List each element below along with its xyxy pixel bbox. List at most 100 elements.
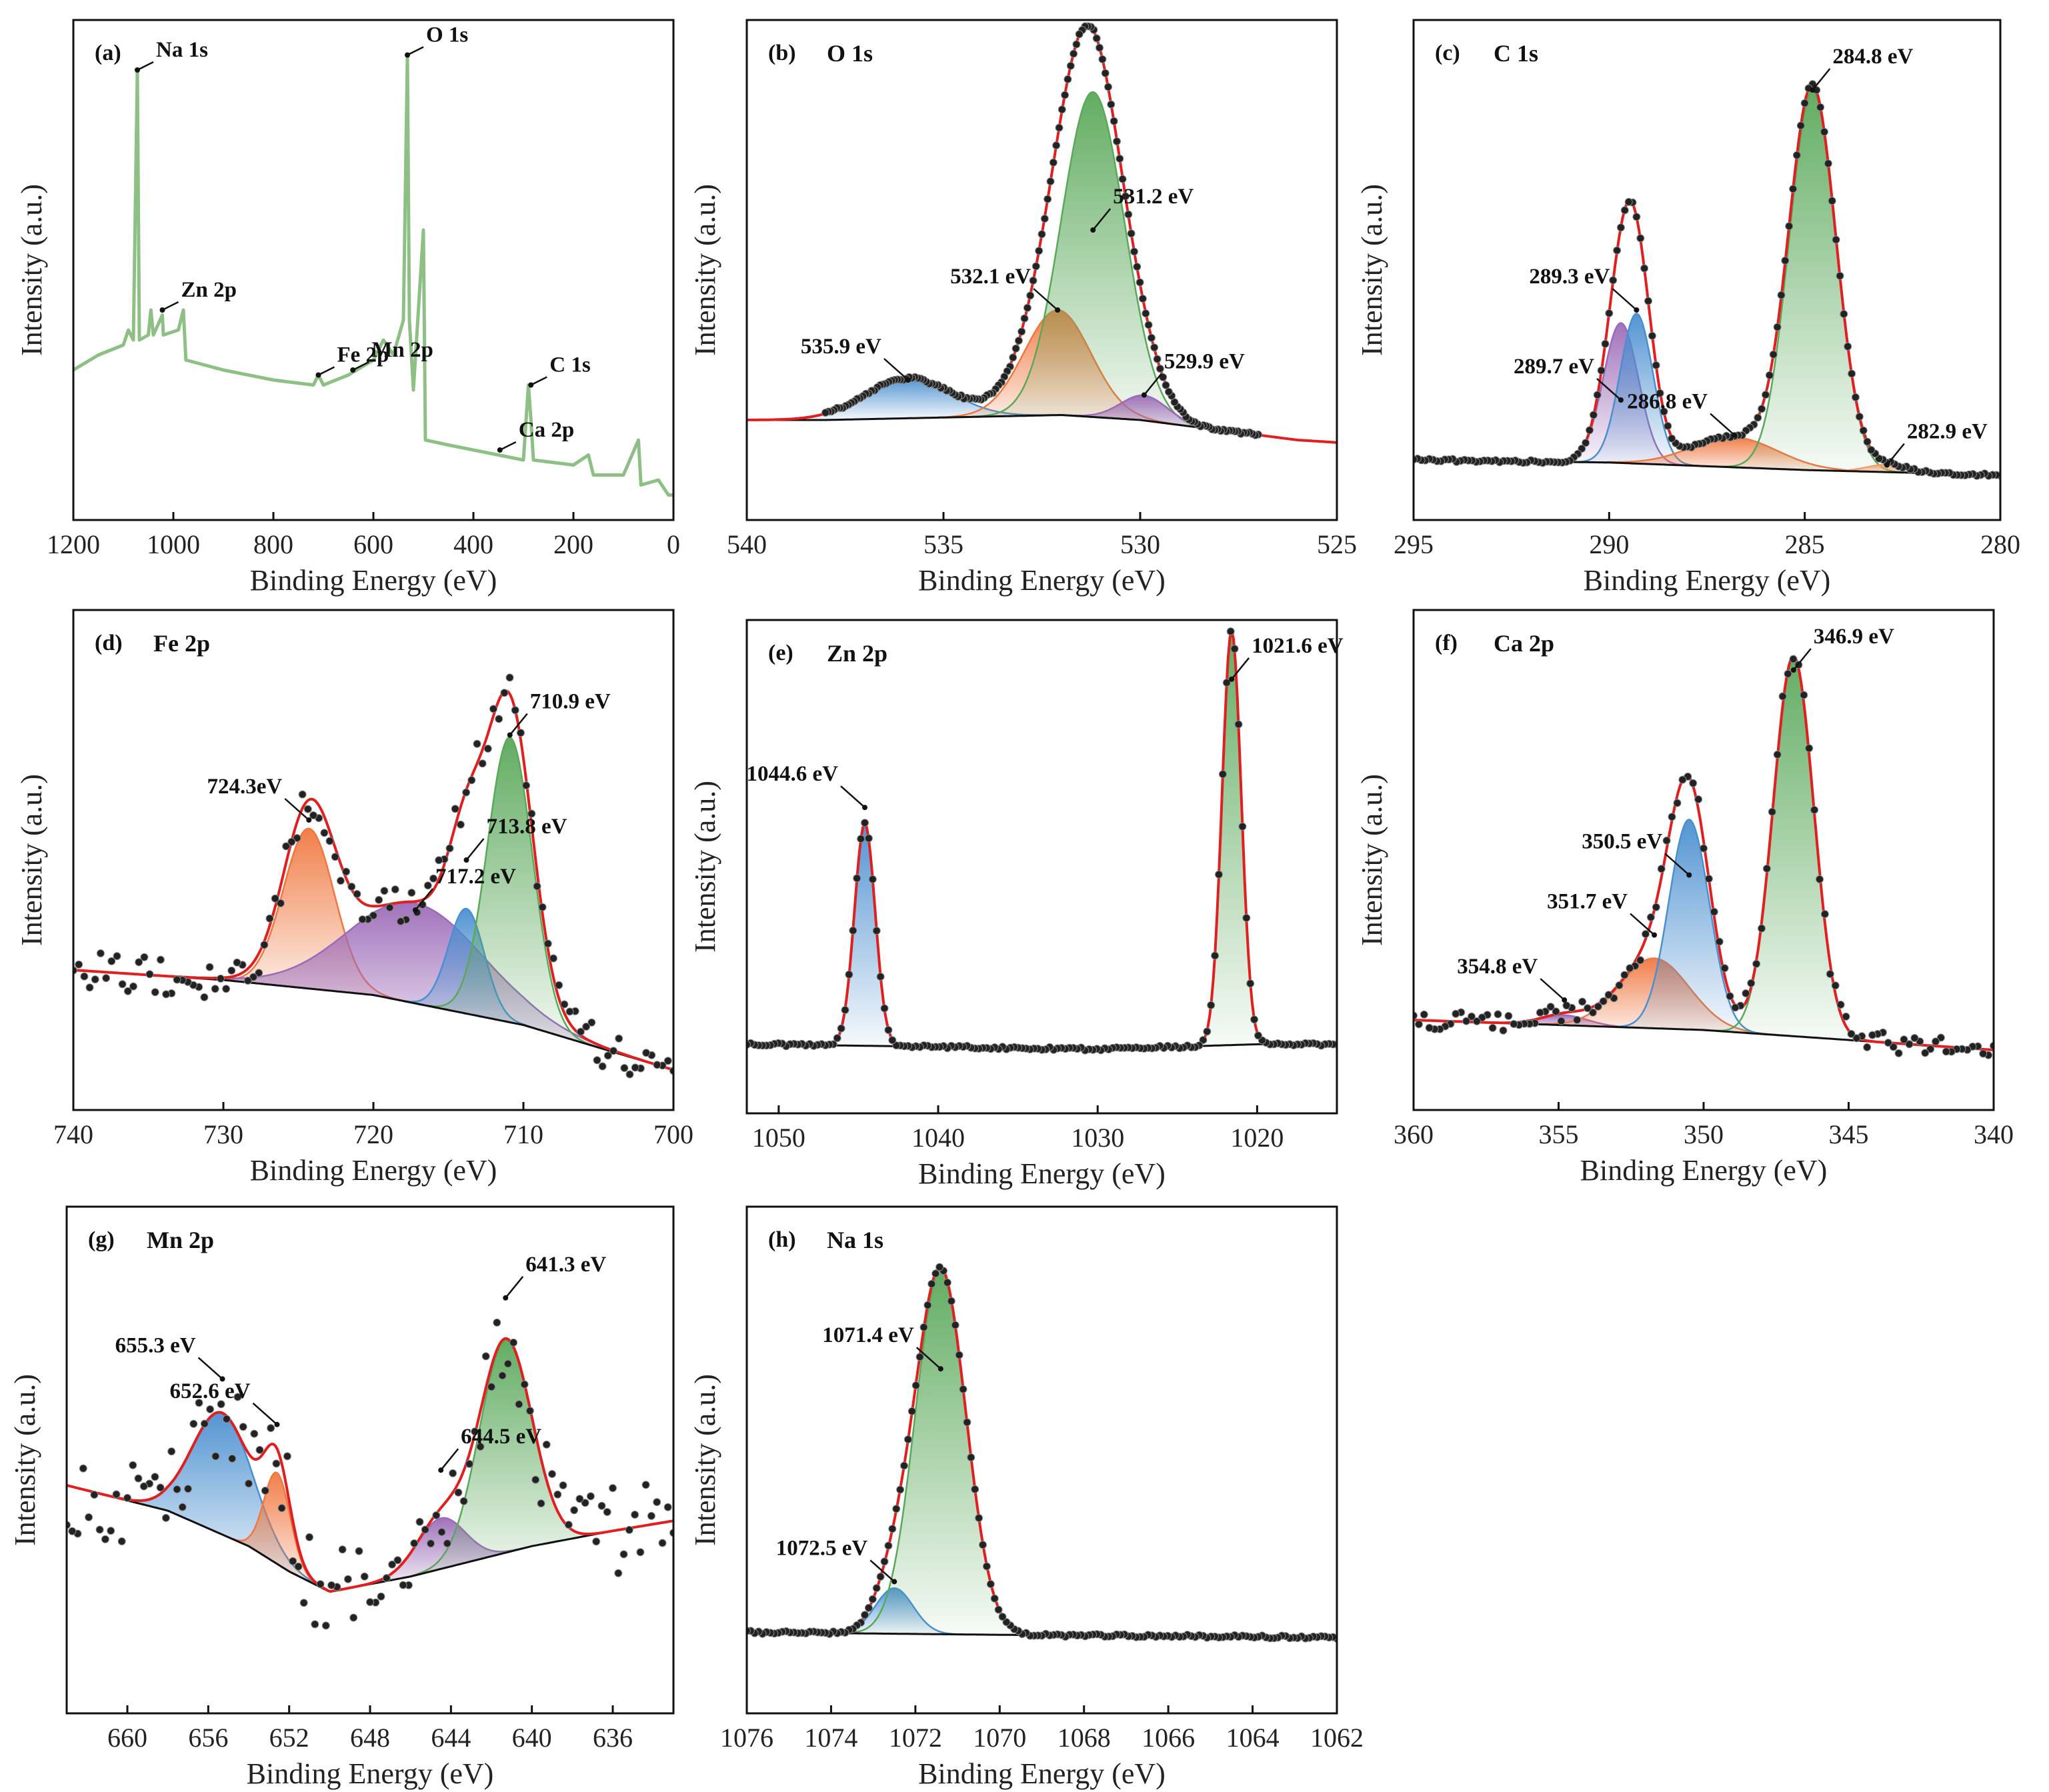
annotation-arrow — [915, 1347, 941, 1370]
data-point — [951, 1321, 959, 1329]
x-tick-label: 200 — [553, 529, 593, 559]
annotation-arrow — [440, 1448, 459, 1471]
data-point — [294, 1562, 303, 1571]
data-point — [503, 1359, 512, 1368]
data-point — [849, 926, 857, 935]
data-point — [200, 993, 209, 1001]
data-point — [543, 939, 552, 948]
data-point — [903, 1435, 912, 1444]
arrow-head — [413, 907, 418, 913]
data-point — [653, 1498, 661, 1507]
x-tick-label: 1076 — [720, 1723, 773, 1753]
data-point — [233, 1393, 242, 1401]
data-point — [303, 805, 312, 813]
x-tick-label: 1062 — [1310, 1723, 1364, 1753]
data-point — [1932, 1037, 1940, 1046]
data-point — [884, 1541, 893, 1550]
data-point — [1026, 291, 1035, 300]
data-point — [1472, 1017, 1481, 1025]
data-point — [1848, 369, 1856, 378]
data-point — [586, 1492, 595, 1501]
data-point — [184, 1485, 192, 1493]
data-point — [549, 954, 557, 963]
data-point — [1800, 99, 1809, 107]
data-point — [527, 809, 536, 818]
x-axis-title: Binding Energy (eV) — [1584, 564, 1831, 597]
peak-annotation: 286.8 eV — [1627, 390, 1708, 414]
data-point — [1752, 959, 1761, 968]
peak-annotation: 351.7 eV — [1547, 890, 1628, 914]
data-point — [1662, 836, 1671, 845]
data-point — [228, 1454, 237, 1463]
data-point — [1720, 964, 1729, 973]
plot-area — [1414, 655, 1994, 1059]
data-point — [1789, 655, 1798, 663]
data-point — [200, 1419, 209, 1428]
data-point — [139, 1482, 148, 1491]
annotation-arrow — [1710, 413, 1735, 436]
data-point — [641, 1481, 650, 1489]
data-point — [1836, 1001, 1845, 1009]
data-point — [1863, 437, 1872, 446]
peak-annotation: Zn 2p — [181, 278, 237, 302]
data-point — [872, 927, 881, 935]
data-point — [931, 1269, 940, 1278]
x-tick-label: 540 — [727, 529, 767, 559]
data-point — [1824, 159, 1832, 168]
data-point — [598, 1062, 607, 1071]
data-point — [555, 981, 563, 989]
x-tick-label: 360 — [1394, 1119, 1434, 1149]
data-point — [1678, 775, 1687, 784]
data-point — [1765, 371, 1774, 379]
data-point — [853, 874, 861, 883]
data-point — [123, 1493, 131, 1502]
data-point — [884, 1026, 893, 1034]
data-point — [423, 881, 432, 890]
data-point — [1656, 389, 1664, 397]
plot-frame — [65, 1205, 675, 1715]
arrow-head — [135, 67, 140, 73]
data-point — [1113, 137, 1121, 145]
data-point — [1800, 691, 1808, 699]
peak-annotation: 652.6 eV — [169, 1379, 250, 1403]
data-point — [959, 1385, 967, 1393]
data-point — [1014, 337, 1023, 345]
x-tick-label: 285 — [1785, 529, 1825, 559]
peak-annotation: 289.7 eV — [1514, 355, 1594, 379]
arrow-head — [1055, 307, 1061, 313]
data-point — [1254, 1031, 1262, 1040]
data-point — [112, 1490, 121, 1499]
x-tick-label: 640 — [512, 1723, 552, 1753]
annotation-arrow — [1596, 378, 1622, 401]
data-point — [1546, 1003, 1555, 1011]
data-point — [1035, 247, 1044, 255]
data-point — [1664, 422, 1672, 430]
data-point — [261, 1487, 269, 1495]
data-point — [156, 1483, 165, 1492]
annotation-arrow — [499, 441, 517, 451]
data-point — [267, 1424, 275, 1433]
x-tick-label: 350 — [1684, 1119, 1724, 1149]
x-tick-label: 1040 — [911, 1123, 965, 1153]
arrow-head — [219, 1376, 225, 1382]
data-point — [327, 1581, 336, 1589]
data-point — [625, 1525, 633, 1534]
data-point — [162, 990, 171, 999]
plot-area — [747, 22, 1337, 444]
data-point — [1831, 981, 1840, 990]
panel-title: Zn 2p — [827, 640, 887, 667]
data-point — [140, 953, 149, 961]
x-tick-label: 340 — [1974, 1119, 2014, 1149]
data-point — [1648, 331, 1656, 340]
data-point — [287, 837, 296, 846]
data-point — [975, 1514, 983, 1522]
panel-label: (a) — [95, 41, 121, 65]
data-point — [1246, 979, 1255, 988]
data-point — [299, 1599, 308, 1607]
peak-annotation: 644.5 eV — [461, 1425, 541, 1449]
data-point — [1828, 197, 1836, 205]
component-peak — [79, 901, 673, 1071]
data-point — [1762, 864, 1771, 873]
plot-frame — [1412, 609, 1995, 1111]
data-point — [542, 1440, 551, 1449]
